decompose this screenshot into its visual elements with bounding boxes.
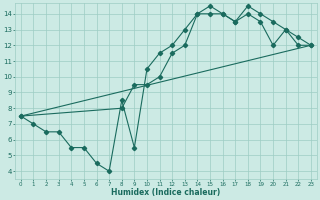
X-axis label: Humidex (Indice chaleur): Humidex (Indice chaleur) xyxy=(111,188,220,197)
